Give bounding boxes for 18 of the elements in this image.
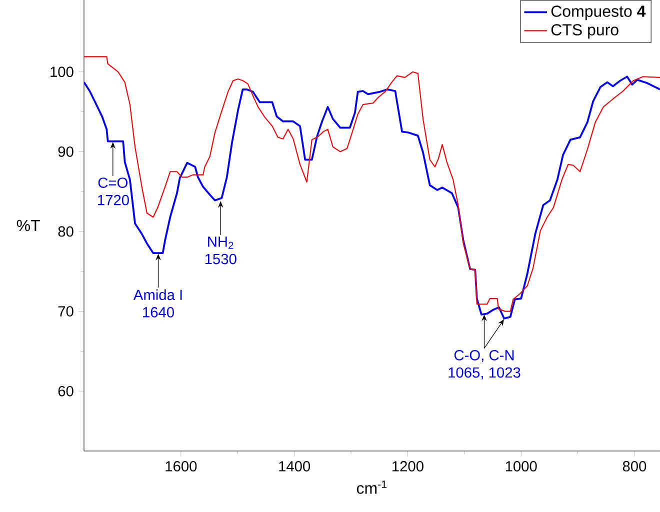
y-tick-label: 70	[58, 306, 74, 317]
y-axis-title: %T	[16, 220, 40, 232]
y-tick-label: 80	[58, 226, 74, 237]
x-tick-label: 800	[622, 461, 646, 472]
y-tick-label: 60	[58, 386, 74, 396]
legend-label: Compuesto 4	[551, 6, 646, 20]
annotation: NH$_{2}$ 1530	[205, 236, 236, 264]
annotation: Amida I 1640	[133, 289, 182, 318]
y-tick-label: 100	[50, 66, 74, 78]
annotation: C-O, C-N 1065, 1023	[448, 350, 520, 380]
legend-label: CTS puro	[551, 24, 618, 39]
x-tick-label: 1200	[392, 461, 424, 472]
y-tick-label: 90	[58, 146, 74, 157]
x-tick-label: 1000	[506, 461, 537, 472]
x-tick-label: 1600	[166, 461, 197, 472]
annotation: C=O 1720	[98, 178, 129, 206]
x-axis-title: cm$^{-1}$	[356, 480, 387, 494]
x-tick-label: 1400	[279, 461, 310, 472]
